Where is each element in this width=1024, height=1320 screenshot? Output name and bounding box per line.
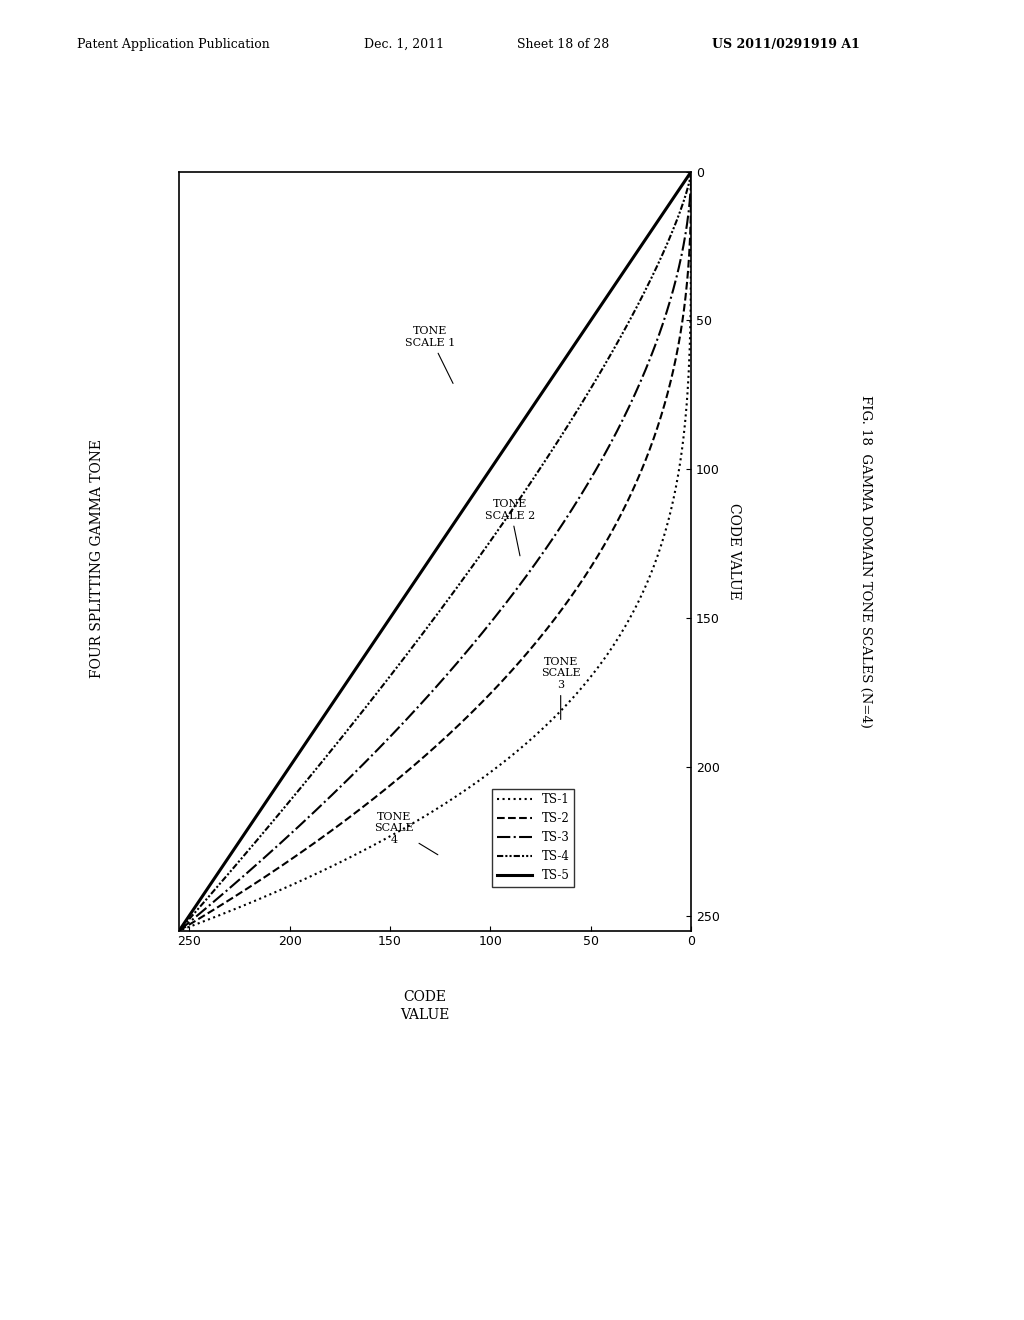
Text: TONE
SCALE 1: TONE SCALE 1 bbox=[406, 326, 456, 383]
TS-3 bbox=[460, 645, 472, 661]
TS-2 bbox=[460, 710, 472, 726]
Y-axis label: CODE VALUE: CODE VALUE bbox=[727, 503, 740, 599]
Text: CODE
VALUE: CODE VALUE bbox=[400, 990, 450, 1023]
TS-5 bbox=[173, 923, 185, 939]
Text: TONE
SCALE
3: TONE SCALE 3 bbox=[541, 657, 581, 719]
Text: Sheet 18 of 28: Sheet 18 of 28 bbox=[517, 37, 609, 50]
Line: TS-1: TS-1 bbox=[179, 172, 691, 931]
TS-2 bbox=[685, 164, 697, 180]
TS-3 bbox=[478, 623, 490, 639]
TS-3 bbox=[633, 378, 645, 393]
TS-4 bbox=[276, 801, 289, 817]
TS-4 bbox=[173, 923, 185, 939]
TS-5 bbox=[685, 164, 697, 180]
TS-5 bbox=[286, 755, 298, 771]
Line: TS-2: TS-2 bbox=[179, 172, 691, 931]
TS-4 bbox=[633, 294, 645, 310]
TS-1 bbox=[173, 923, 185, 939]
TS-4 bbox=[334, 733, 346, 748]
Text: Patent Application Publication: Patent Application Publication bbox=[77, 37, 269, 50]
TS-2 bbox=[173, 923, 185, 939]
Text: FOUR SPLITTING GAMMA TONE: FOUR SPLITTING GAMMA TONE bbox=[90, 438, 104, 678]
Line: TS-4: TS-4 bbox=[179, 172, 691, 931]
TS-2 bbox=[334, 817, 346, 833]
TS-1 bbox=[685, 164, 697, 180]
TS-1 bbox=[633, 593, 645, 609]
Text: TONE
SCALE 2: TONE SCALE 2 bbox=[485, 499, 536, 556]
TS-4 bbox=[478, 543, 490, 558]
TS-2 bbox=[276, 857, 289, 873]
TS-3 bbox=[173, 923, 185, 939]
TS-2 bbox=[478, 692, 490, 708]
TS-4 bbox=[286, 791, 298, 807]
TS-4 bbox=[685, 164, 697, 180]
TS-1 bbox=[276, 880, 289, 896]
Text: TONE
SCALE
4: TONE SCALE 4 bbox=[374, 812, 438, 855]
Text: FIG. 18  GAMMA DOMAIN TONE SCALES (N=4): FIG. 18 GAMMA DOMAIN TONE SCALES (N=4) bbox=[859, 395, 871, 727]
TS-5 bbox=[276, 770, 289, 785]
TS-3 bbox=[276, 833, 289, 849]
Line: TS-5: TS-5 bbox=[179, 172, 691, 931]
Text: US 2011/0291919 A1: US 2011/0291919 A1 bbox=[712, 37, 859, 50]
TS-2 bbox=[633, 469, 645, 484]
TS-1 bbox=[478, 770, 490, 785]
Line: TS-3: TS-3 bbox=[179, 172, 691, 931]
TS-3 bbox=[334, 780, 346, 796]
TS-1 bbox=[334, 854, 346, 870]
TS-4 bbox=[460, 568, 472, 583]
TS-3 bbox=[286, 825, 298, 841]
TS-5 bbox=[460, 498, 472, 513]
TS-1 bbox=[286, 876, 298, 892]
TS-5 bbox=[334, 685, 346, 701]
TS-3 bbox=[685, 164, 697, 180]
TS-5 bbox=[478, 471, 490, 487]
TS-2 bbox=[286, 851, 298, 867]
Legend: TS-1, TS-2, TS-3, TS-4, TS-5: TS-1, TS-2, TS-3, TS-4, TS-5 bbox=[493, 788, 574, 887]
TS-5 bbox=[633, 242, 645, 257]
TS-1 bbox=[460, 781, 472, 797]
Text: Dec. 1, 2011: Dec. 1, 2011 bbox=[364, 37, 443, 50]
